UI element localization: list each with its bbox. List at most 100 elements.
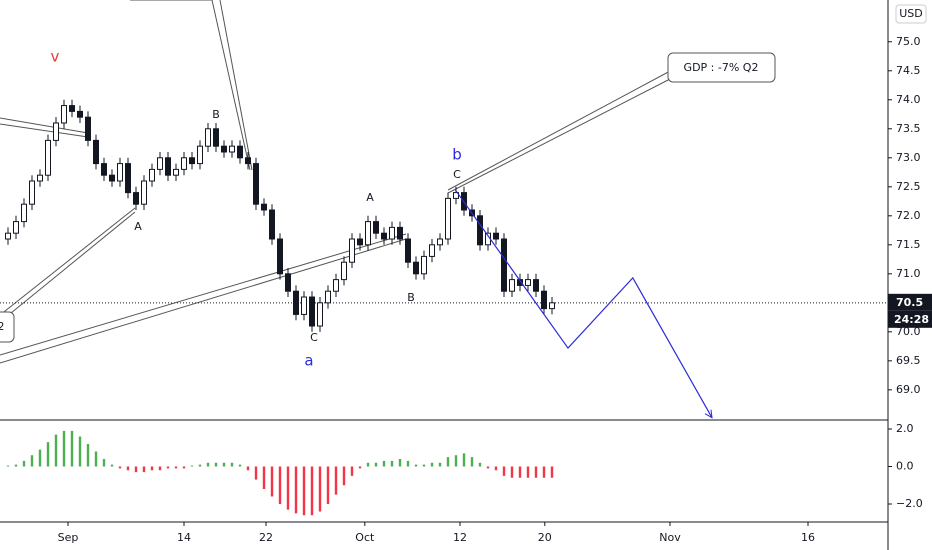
y-tick-label: 70.0: [896, 325, 921, 338]
histogram-bar: [454, 455, 458, 467]
candle-body: [61, 105, 67, 124]
histogram-bar: [414, 464, 418, 467]
candle-body: [365, 221, 371, 246]
histogram-bar: [190, 465, 194, 467]
candle-body: [93, 139, 99, 165]
candle-body: [37, 174, 43, 182]
histogram-bar: [38, 449, 42, 467]
callout-box: [667, 52, 776, 83]
countdown: 24:28: [894, 313, 929, 326]
candle-body: [325, 290, 331, 304]
y-tick-label: 74.0: [896, 93, 921, 106]
annotation: b: [452, 146, 462, 164]
histogram-bar: [286, 466, 290, 510]
candle-body: [429, 244, 435, 257]
candle-body: [381, 232, 387, 240]
candle-body: [141, 180, 147, 205]
histogram-bar: [278, 466, 282, 504]
histogram-bar: [174, 466, 178, 469]
trendline: [0, 211, 136, 323]
candle-body: [277, 238, 283, 275]
histogram-bar: [302, 466, 306, 516]
currency: USD: [899, 7, 923, 20]
annotation: 2: [0, 320, 5, 333]
candle-body: [421, 255, 427, 275]
histogram-bar: [14, 464, 18, 467]
candle-body: [261, 203, 267, 211]
histogram-bar: [526, 466, 530, 478]
histogram-bar: [550, 466, 554, 478]
annotation: A: [366, 191, 374, 204]
candle-body: [301, 296, 307, 315]
histogram-bar: [270, 466, 274, 497]
histogram-bar: [334, 466, 338, 495]
histogram-bar: [6, 465, 10, 467]
histogram-bar: [254, 466, 258, 480]
trendline: [0, 238, 407, 364]
y-tick-label: 73.0: [896, 151, 921, 164]
histogram-bar: [486, 466, 490, 469]
histogram-bar: [446, 457, 450, 467]
histogram-bar: [22, 460, 26, 467]
candle-body: [117, 163, 123, 182]
candle-body: [285, 273, 291, 292]
callout-line: [130, 0, 251, 171]
candle-body: [501, 238, 507, 292]
trendline: [0, 117, 89, 134]
histogram-bar: [422, 464, 426, 467]
candle-body: [245, 157, 251, 165]
countdown-box: [888, 310, 932, 328]
histogram-bar: [94, 451, 98, 467]
x-tick-label: 16: [801, 531, 815, 544]
candle-body: [77, 110, 83, 118]
histogram-bar: [86, 444, 90, 467]
currency-box: [895, 4, 927, 24]
candle-body: [269, 209, 275, 240]
histogram-bar: [478, 462, 482, 467]
candle-body: [397, 226, 403, 240]
histogram-bar: [102, 459, 106, 467]
histogram-bar: [326, 466, 330, 504]
histogram-bar: [214, 462, 218, 467]
x-tick-label: 22: [259, 531, 273, 544]
candle-body: [533, 279, 539, 292]
histogram-bar: [430, 462, 434, 467]
candle-body: [213, 128, 219, 147]
histogram-bar: [294, 466, 298, 514]
histogram-bar: [182, 466, 186, 469]
y-tick-label: 69.5: [896, 354, 921, 367]
trendlines: [0, 0, 776, 364]
candle-body: [333, 279, 339, 292]
x-tick-label: Nov: [659, 531, 681, 544]
callout-box: [0, 311, 15, 343]
candle-body: [109, 174, 115, 182]
candle-body: [221, 145, 227, 153]
candle-body: [309, 296, 315, 327]
histogram-bar: [166, 466, 170, 469]
histogram-bar: [342, 466, 346, 486]
candle-body: [437, 238, 443, 246]
histogram-bar: [398, 459, 402, 467]
arrow-head: [704, 409, 713, 419]
trendline: [0, 123, 89, 138]
callout-line: [447, 77, 673, 194]
y-tick-label: 71.0: [896, 267, 921, 280]
histogram-bar: [390, 460, 394, 467]
histogram-bar: [510, 466, 514, 478]
candle-body: [165, 157, 171, 176]
histogram-bar: [142, 466, 146, 473]
histogram-bar: [374, 462, 378, 467]
annotation: GDP : -7% Q2: [684, 61, 759, 74]
histogram-bar: [198, 464, 202, 467]
annotation: B: [407, 291, 415, 304]
candle-body: [13, 221, 19, 234]
annotation: B: [212, 108, 220, 121]
y-tick-label: 71.5: [896, 238, 921, 251]
y-tick-label: 73.5: [896, 122, 921, 135]
candle-body: [229, 145, 235, 153]
histogram-bar: [54, 434, 58, 467]
histogram-bar: [78, 436, 82, 467]
y-tick-label: −2.0: [896, 497, 923, 510]
annotation: a: [304, 352, 313, 370]
candle-body: [189, 157, 195, 165]
